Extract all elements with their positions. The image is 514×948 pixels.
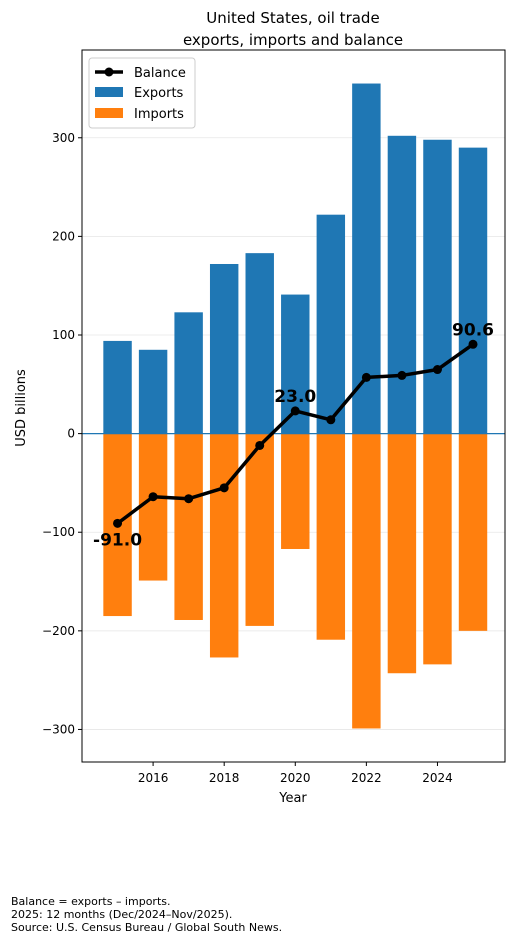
footnote-line-2: 2025: 12 months (Dec/2024–Nov/2025). — [11, 908, 233, 921]
exports-bar — [103, 340, 132, 434]
legend-balance-marker — [104, 67, 114, 77]
x-tick-label: 2024 — [422, 771, 453, 785]
balance-point — [148, 492, 158, 502]
legend-exports-label: Exports — [134, 86, 184, 101]
legend-exports-swatch — [95, 87, 123, 97]
imports-bar — [138, 433, 168, 581]
imports-bar — [281, 433, 310, 549]
imports-bar — [423, 433, 452, 665]
data-label: 90.6 — [452, 320, 494, 340]
exports-bar — [138, 349, 168, 434]
balance-point — [432, 365, 442, 375]
balance-point — [361, 372, 371, 382]
balance-point — [326, 415, 336, 425]
y-tick-label: −300 — [42, 722, 75, 736]
data-label: 23.0 — [274, 387, 316, 407]
balance-point — [468, 339, 478, 349]
legend-balance-label: Balance — [134, 66, 186, 81]
x-axis-label: Year — [278, 791, 307, 806]
imports-bar — [458, 433, 488, 631]
footnote: Balance = exports – imports. 2025: 12 mon… — [11, 895, 282, 934]
y-axis: −300 −200 −100 0 100 200 300 — [42, 131, 82, 736]
bars — [103, 83, 488, 729]
exports-bar — [423, 139, 452, 434]
balance-line — [113, 339, 478, 528]
y-tick-label: −100 — [42, 525, 75, 539]
footnote-line-3: Source: U.S. Census Bureau / Global Sout… — [11, 921, 283, 934]
annotations: -91.0 23.0 90.6 — [93, 320, 494, 550]
x-axis: 2016 2018 2020 2022 2024 — [138, 762, 453, 785]
exports-bar — [387, 135, 417, 434]
y-tick-label: 300 — [52, 131, 75, 145]
exports-bar — [209, 263, 239, 434]
x-tick-label: 2020 — [280, 771, 311, 785]
legend: Balance Exports Imports — [88, 57, 196, 129]
y-tick-label: 200 — [52, 229, 75, 243]
balance-point — [290, 406, 300, 416]
x-tick-label: 2018 — [209, 771, 240, 785]
balance-point — [397, 370, 407, 380]
balance-point — [255, 440, 265, 450]
imports-bar — [316, 433, 346, 640]
exports-bar — [316, 214, 346, 434]
balance-point — [184, 494, 194, 504]
balance-point — [113, 518, 123, 528]
x-tick-label: 2022 — [351, 771, 382, 785]
exports-bar — [245, 253, 274, 434]
imports-bar — [387, 433, 417, 674]
imports-bar — [209, 433, 239, 658]
legend-imports-swatch — [95, 108, 123, 118]
chart-subtitle: exports, imports and balance — [183, 31, 403, 49]
y-tick-label: 0 — [67, 427, 75, 441]
data-label: -91.0 — [93, 530, 142, 550]
chart-title: United States, oil trade — [206, 9, 379, 27]
imports-bar — [174, 433, 203, 620]
imports-bar — [245, 433, 274, 626]
balance-point — [219, 483, 229, 493]
y-axis-label: USD billions — [14, 369, 29, 447]
legend-imports-label: Imports — [134, 107, 184, 122]
imports-bar — [352, 433, 381, 729]
x-tick-label: 2016 — [138, 771, 169, 785]
y-tick-label: 100 — [52, 328, 75, 342]
exports-bar — [458, 147, 488, 434]
footnote-line-1: Balance = exports – imports. — [11, 895, 171, 908]
y-tick-label: −200 — [42, 624, 75, 638]
oil-trade-chart: United States, oil trade exports, import… — [14, 9, 506, 806]
exports-bar — [174, 312, 203, 434]
plot-frame — [81, 49, 506, 763]
